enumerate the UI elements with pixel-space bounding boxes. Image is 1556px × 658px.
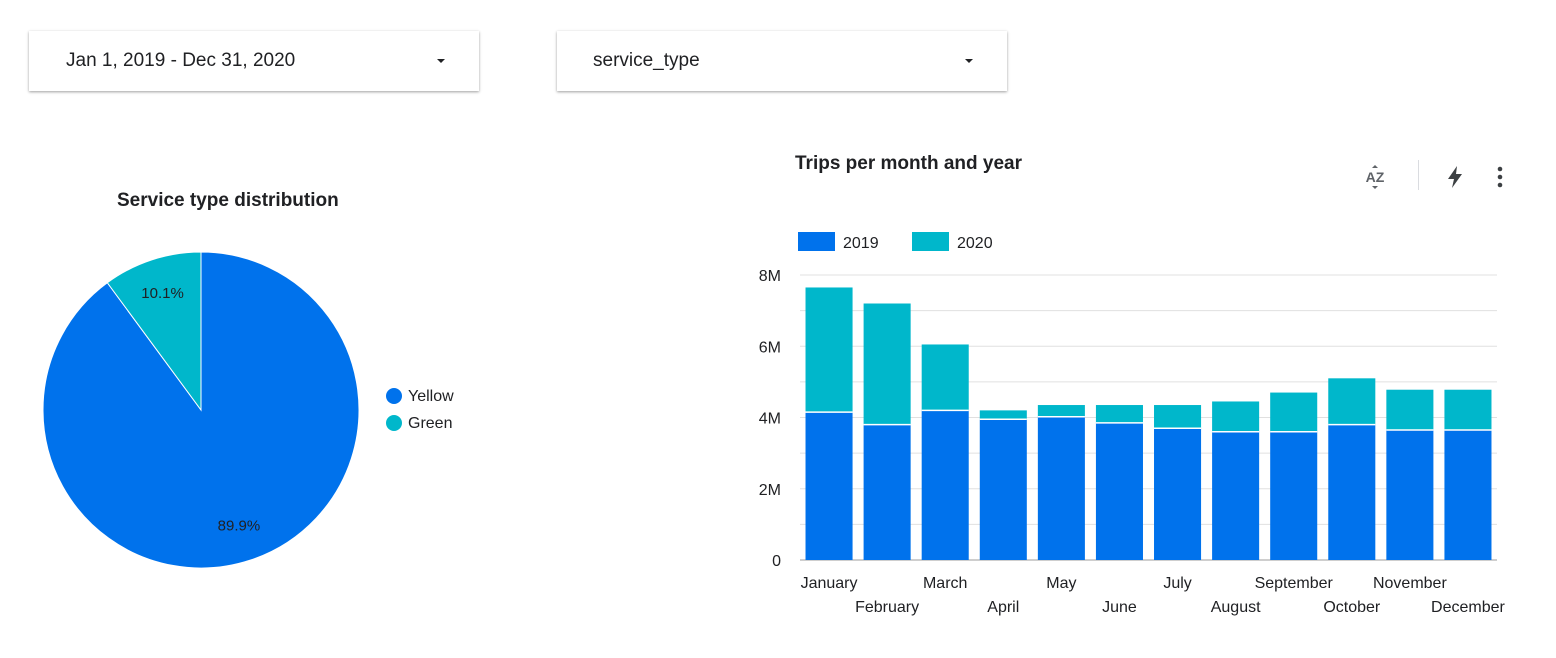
toolbar-divider bbox=[1418, 160, 1419, 190]
bar-2020-march bbox=[921, 344, 969, 411]
bar-2019-april bbox=[979, 419, 1027, 560]
service-type-label: service_type bbox=[593, 50, 700, 71]
bar-legend-label: 2019 bbox=[843, 235, 879, 252]
bar-2019-november bbox=[1386, 429, 1434, 560]
y-tick-label: 8M bbox=[759, 268, 781, 285]
svg-text:AZ: AZ bbox=[1366, 169, 1385, 185]
pie-chart: 89.9% 10.1% Yellow Green bbox=[42, 251, 454, 569]
service-type-filter[interactable]: service_type bbox=[557, 31, 1007, 91]
bar-chart-title: Trips per month and year bbox=[795, 153, 1022, 174]
x-tick-label: August bbox=[1211, 599, 1261, 616]
pie-slice-green bbox=[106, 251, 202, 412]
pie-slice-label: 89.9% bbox=[218, 518, 261, 535]
x-tick-label: June bbox=[1102, 599, 1137, 616]
pie-legend-marker bbox=[386, 415, 402, 431]
y-tick-label: 2M bbox=[759, 482, 781, 499]
bar-2020-november bbox=[1386, 389, 1434, 430]
bar-2019-may bbox=[1037, 416, 1085, 560]
x-tick-label: February bbox=[855, 599, 919, 616]
bar-2019-october bbox=[1328, 424, 1376, 560]
bar-2020-april bbox=[979, 410, 1027, 420]
lightning-icon[interactable] bbox=[1444, 164, 1466, 190]
y-tick-label: 0 bbox=[772, 553, 781, 570]
bar-legend-swatch bbox=[798, 232, 835, 251]
y-tick-label: 4M bbox=[759, 411, 781, 428]
pie-chart-title: Service type distribution bbox=[117, 190, 339, 211]
bar-2019-august bbox=[1212, 431, 1260, 560]
bar-legend-swatch bbox=[912, 232, 949, 251]
x-tick-label: October bbox=[1323, 599, 1381, 616]
x-tick-label: September bbox=[1255, 575, 1334, 592]
date-range-filter[interactable]: Jan 1, 2019 - Dec 31, 2020 bbox=[29, 31, 479, 91]
bar-2019-june bbox=[1095, 422, 1143, 560]
date-range-label: Jan 1, 2019 - Dec 31, 2020 bbox=[66, 50, 296, 71]
x-tick-label: March bbox=[923, 575, 967, 592]
bar-2020-july bbox=[1154, 405, 1202, 429]
x-tick-label: November bbox=[1373, 575, 1447, 592]
bar-2020-june bbox=[1095, 405, 1143, 423]
bar-2019-february bbox=[863, 424, 911, 560]
pie-slice-label: 10.1% bbox=[141, 285, 184, 302]
x-tick-label: December bbox=[1431, 599, 1505, 616]
pie-legend-label: Green bbox=[408, 415, 452, 432]
x-tick-label: January bbox=[801, 575, 858, 592]
bar-2020-september bbox=[1270, 392, 1318, 432]
pie-legend-marker bbox=[386, 388, 402, 404]
caret-down-icon bbox=[965, 59, 973, 63]
y-tick-label: 6M bbox=[759, 339, 781, 356]
bar-2020-may bbox=[1037, 405, 1085, 417]
bar-2020-december bbox=[1444, 389, 1492, 430]
bar-2020-january bbox=[805, 287, 853, 413]
bar-2020-august bbox=[1212, 401, 1260, 432]
bar-2020-october bbox=[1328, 378, 1376, 425]
more-vert-icon[interactable] bbox=[1490, 165, 1510, 189]
bar-2019-january bbox=[805, 412, 853, 560]
bar-2019-september bbox=[1270, 431, 1318, 560]
x-tick-label: April bbox=[987, 599, 1019, 616]
x-tick-label: May bbox=[1046, 575, 1076, 592]
bar-2019-december bbox=[1444, 429, 1492, 560]
caret-down-icon bbox=[437, 59, 445, 63]
bar-2019-march bbox=[921, 410, 969, 560]
bar-2020-february bbox=[863, 303, 911, 425]
pie-legend-label: Yellow bbox=[408, 388, 454, 405]
bar-2019-july bbox=[1154, 428, 1202, 560]
sort-az-icon[interactable]: AZ bbox=[1362, 163, 1388, 191]
bar-legend-label: 2020 bbox=[957, 235, 993, 252]
x-tick-label: July bbox=[1163, 575, 1191, 592]
